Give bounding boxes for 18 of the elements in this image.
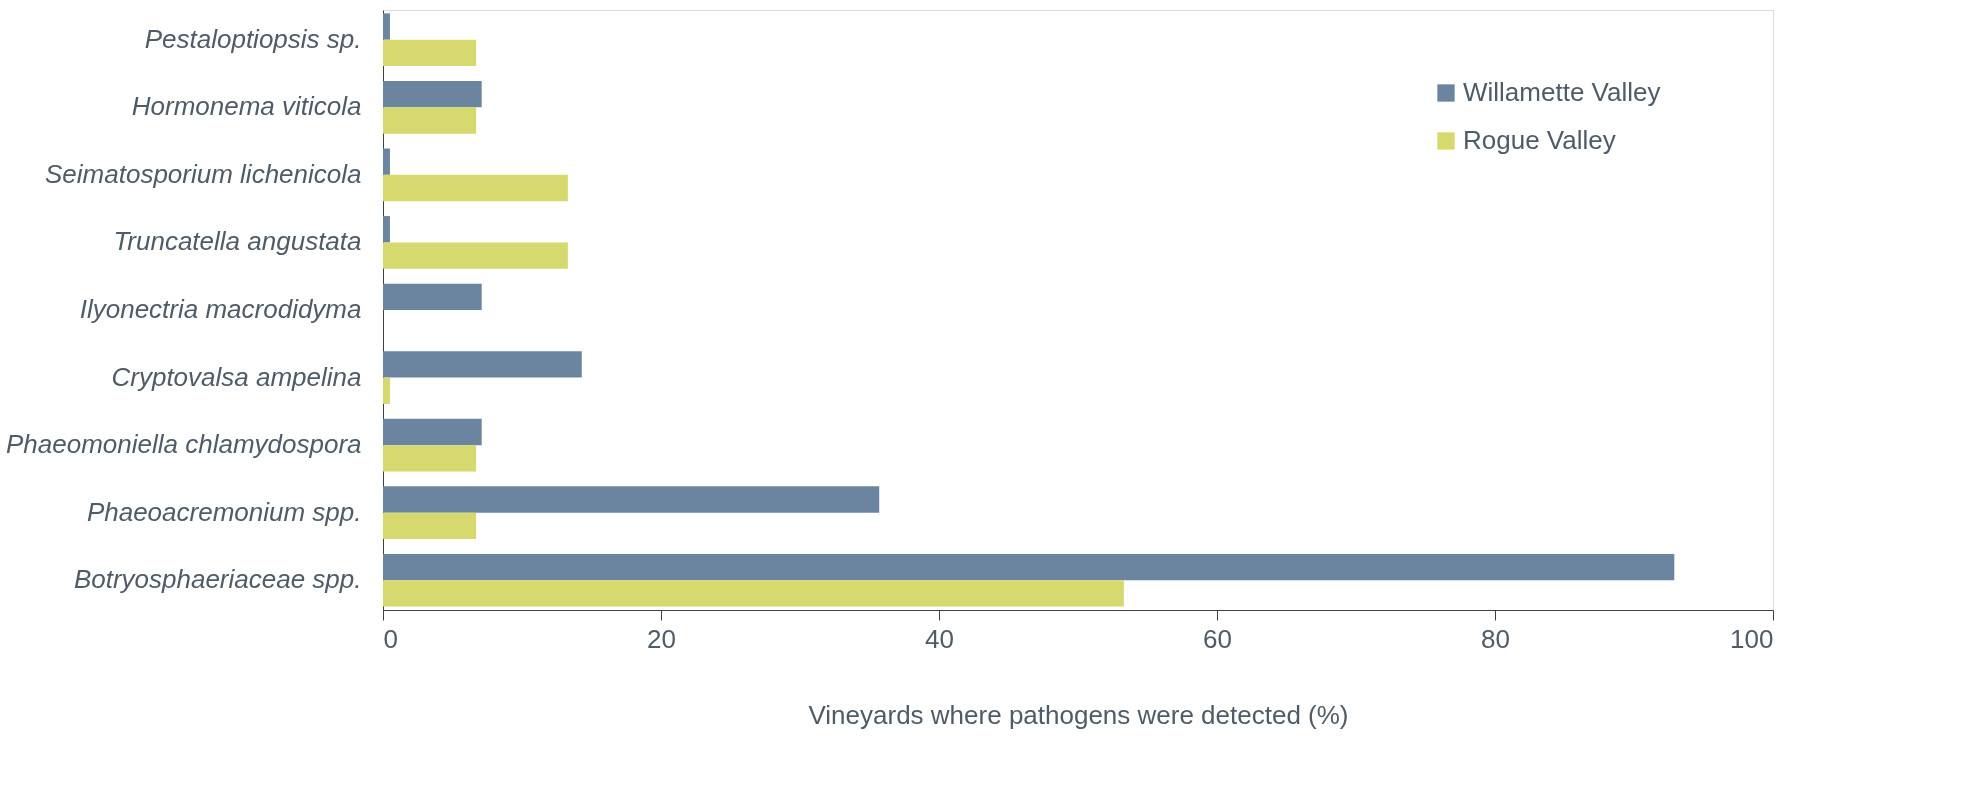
y-tick-label: Ilyonectria macrodidyma [79, 294, 362, 324]
x-tick-label: 0 [383, 623, 398, 654]
y-tick-label: Pestaloptiopsis sp. [144, 23, 362, 54]
y-tick-label: Seimatosporium lichenicola [45, 158, 362, 189]
x-tick-label: 60 [1203, 623, 1232, 654]
x-axis-title: Vineyards where pathogens were detected (%) [808, 699, 1349, 730]
y-tick-label: Phaeomoniella chlamydospora [5, 429, 362, 460]
y-tick-label: Botryosphaeriaceae spp. [73, 564, 362, 595]
y-tick-label: Truncatella angustata [113, 226, 362, 257]
legend-label: Willamette Valley [1463, 77, 1661, 107]
x-tick-label: 20 [647, 623, 676, 654]
x-tick-label: 40 [925, 623, 954, 654]
x-tick-label: 100 [1730, 623, 1774, 654]
y-tick-label: Phaeoacremonium spp. [86, 496, 362, 527]
x-tick-label: 80 [1481, 623, 1510, 654]
y-tick-label: Hormonema viticola [131, 91, 362, 122]
y-tick-label: Cryptovalsa ampelina [111, 361, 362, 392]
legend-label: Rogue Valley [1463, 125, 1616, 155]
